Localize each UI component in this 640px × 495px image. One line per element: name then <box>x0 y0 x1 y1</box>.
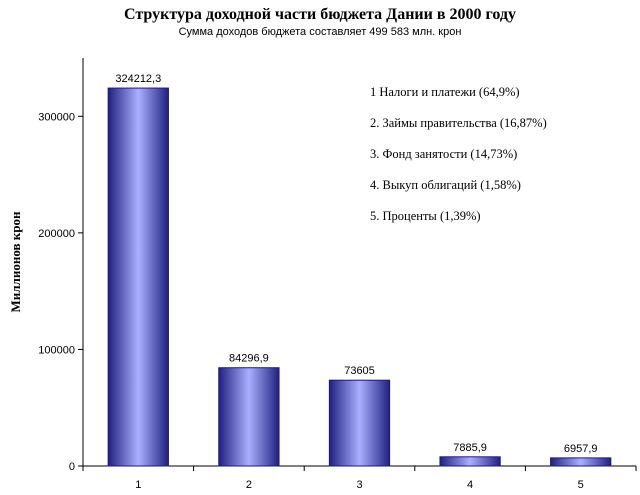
bar <box>439 456 501 467</box>
bars <box>107 87 612 467</box>
bar <box>218 367 280 467</box>
y-tick-label: 200000 <box>38 228 75 240</box>
legend-entry: 3. Фонд занятости (14,73%) <box>370 147 517 161</box>
data-labels: 324212,3 84296,9 73605 7885,9 6957,9 <box>115 73 597 455</box>
bar-value-label: 84296,9 <box>229 353 269 365</box>
x-tick-label: 2 <box>246 479 252 491</box>
bar <box>550 457 612 467</box>
axes: 0 100000 200000 300000 1 2 3 4 5 Миллионов крон <box>8 58 637 491</box>
bar-value-label: 324212,3 <box>115 73 161 85</box>
y-tick-label: 0 <box>69 461 75 473</box>
chart-subtitle: Сумма доходов бюджета составляет 499 583… <box>178 26 462 38</box>
legend-entry: 2. Займы правительства (16,87%) <box>370 116 547 130</box>
bar-value-label: 73605 <box>344 365 375 377</box>
chart-title: Структура доходной части бюджета Дании в… <box>124 6 516 23</box>
x-tick-label: 5 <box>578 479 584 491</box>
x-tick-label: 3 <box>356 479 362 491</box>
x-tick-label: 1 <box>135 479 141 491</box>
bar <box>328 379 391 467</box>
legend-entry: 1 Налоги и платежи (64,9%) <box>370 85 520 99</box>
y-tick-label: 300000 <box>38 111 75 123</box>
legend: 1 Налоги и платежи (64,9%) 2. Займы прави… <box>370 85 547 223</box>
bar-value-label: 7885,9 <box>453 442 487 454</box>
y-axis-label: Миллионов крон <box>8 211 23 312</box>
bar <box>107 87 169 467</box>
y-tick-label: 100000 <box>38 344 75 356</box>
legend-entry: 4. Выкуп облигаций (1,58%) <box>370 178 521 192</box>
legend-entry: 5. Проценты (1,39%) <box>370 209 481 223</box>
x-tick-label: 4 <box>467 479 473 491</box>
bar-value-label: 6957,9 <box>564 443 598 455</box>
